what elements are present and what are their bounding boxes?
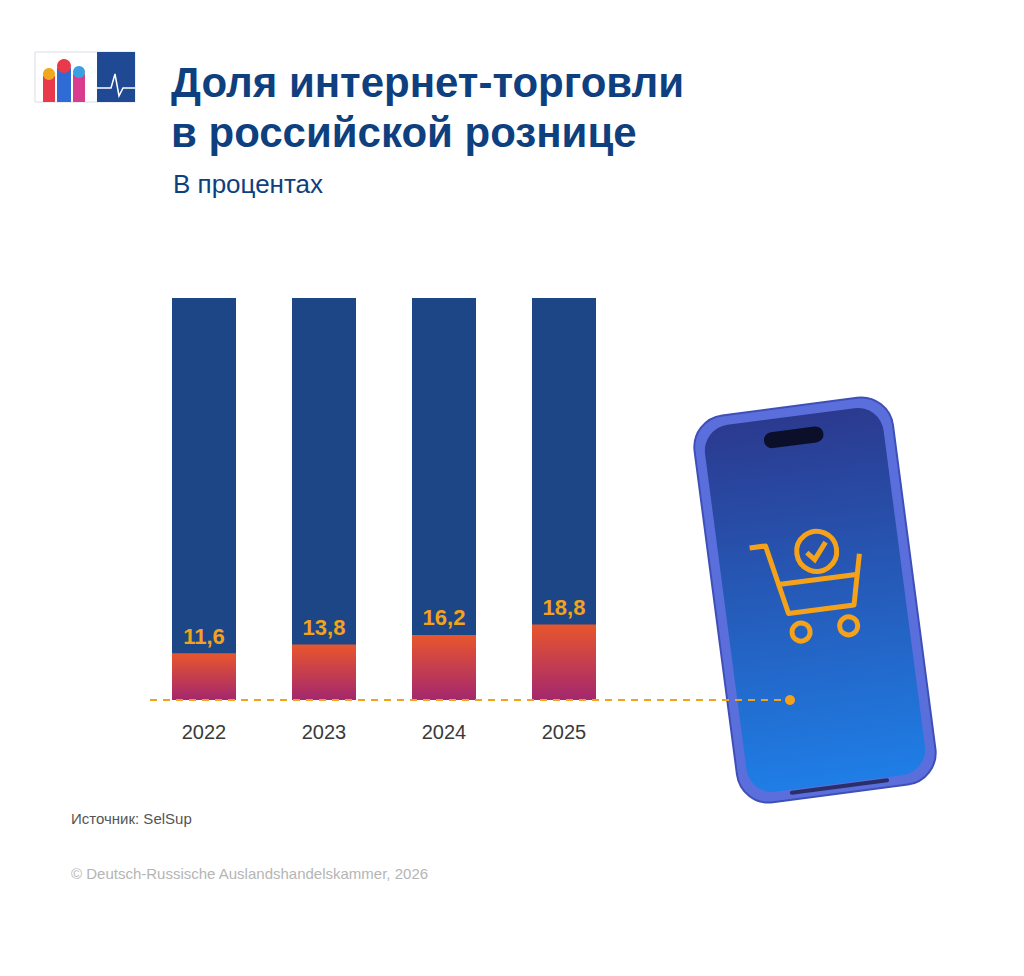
svg-text:11,6: 11,6	[183, 624, 225, 649]
svg-text:2024: 2024	[422, 721, 467, 743]
svg-text:Доля интернет-торговли: Доля интернет-торговли	[171, 59, 684, 106]
svg-text:2023: 2023	[302, 721, 347, 743]
svg-text:в российской рознице: в российской рознице	[171, 109, 637, 156]
svg-text:© Deutsch-Russische Auslandsha: © Deutsch-Russische Auslandshandelskamme…	[71, 865, 428, 882]
svg-text:2022: 2022	[182, 721, 227, 743]
svg-text:13,8: 13,8	[303, 615, 346, 640]
svg-text:18,8: 18,8	[543, 595, 586, 620]
svg-text:В процентах: В процентах	[173, 169, 323, 199]
svg-text:16,2: 16,2	[423, 605, 466, 630]
svg-text:2025: 2025	[542, 721, 587, 743]
svg-text:Источник: SelSup: Источник: SelSup	[71, 810, 192, 827]
